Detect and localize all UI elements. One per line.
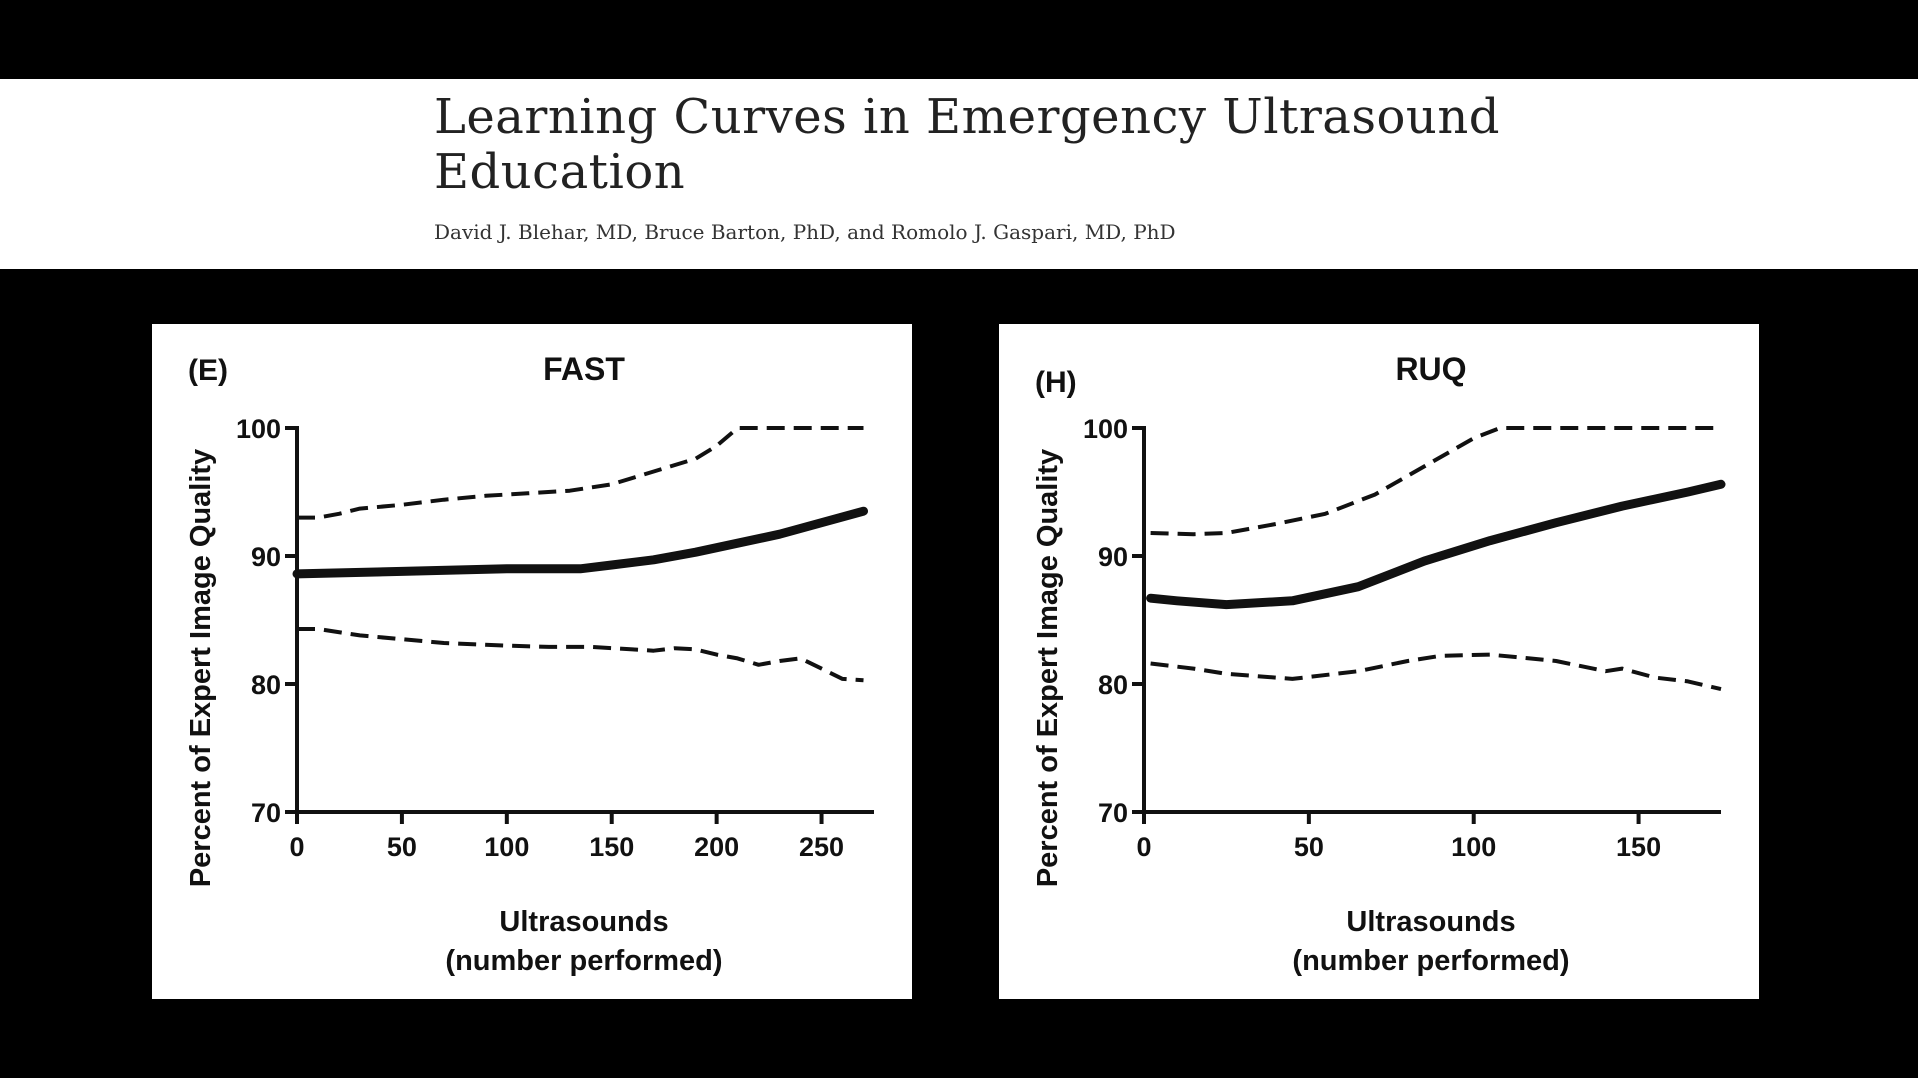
chart-panel-fast: (E) FAST 70 80 90 100 0 50 100 150 200 250 Percent o… (152, 324, 912, 999)
y-tick-label: 100 (236, 414, 281, 444)
x-tick-label: 100 (1451, 832, 1496, 862)
y-tick-label: 100 (1083, 414, 1128, 444)
y-axis-label: Percent of Expert Image Quality (1032, 449, 1064, 887)
x-tick-label: 50 (387, 832, 417, 862)
panel-label: (E) (188, 354, 228, 387)
chart-title: RUQ (1395, 351, 1466, 387)
x-axis-label-line1: Ultrasounds (499, 906, 668, 938)
series-lower-95-ci (297, 627, 864, 683)
x-axis-label-line2: (number performed) (445, 945, 722, 977)
paper-authors: David J. Blehar, MD, Bruce Barton, PhD, … (434, 220, 1176, 244)
y-tick-label: 70 (251, 798, 281, 828)
x-tick-label: 150 (589, 832, 634, 862)
x-axis-label-line1: Ultrasounds (1346, 906, 1515, 938)
x-tick-label: 100 (484, 832, 529, 862)
x-tick-label: 150 (1616, 832, 1661, 862)
fast-chart: (E) FAST 70 80 90 100 0 50 100 150 200 250 Percent o… (185, 351, 874, 977)
y-tick-label: 80 (251, 670, 281, 700)
x-tick-label: 50 (1294, 832, 1324, 862)
ruq-chart: (H) RUQ 70 80 90 100 0 50 100 150 Percent of Exper… (1032, 351, 1726, 977)
series-estimate (1146, 479, 1726, 610)
series-estimate (292, 506, 868, 579)
y-axis-label: Percent of Expert Image Quality (185, 449, 217, 887)
paper-title: Learning Curves in Emergency Ultrasound … (434, 89, 1500, 200)
x-tick-label: 0 (289, 832, 304, 862)
series-lower-95-ci (1150, 652, 1722, 692)
x-tick-label: 250 (799, 832, 844, 862)
series-upper-95-ci (1150, 426, 1721, 537)
panel-label: (H) (1035, 366, 1077, 399)
series-upper-95-ci (297, 426, 864, 520)
x-axis-label-line2: (number performed) (1292, 945, 1569, 977)
paper-header (0, 79, 1918, 269)
y-tick-label: 70 (1098, 798, 1128, 828)
x-tick-label: 0 (1136, 832, 1151, 862)
chart-panel-ruq: (H) RUQ 70 80 90 100 0 50 100 150 Percent of Exper… (999, 324, 1759, 999)
chart-title: FAST (543, 351, 625, 387)
x-tick-label: 200 (694, 832, 739, 862)
y-tick-label: 80 (1098, 670, 1128, 700)
y-tick-label: 90 (251, 542, 281, 572)
y-tick-label: 90 (1098, 542, 1128, 572)
